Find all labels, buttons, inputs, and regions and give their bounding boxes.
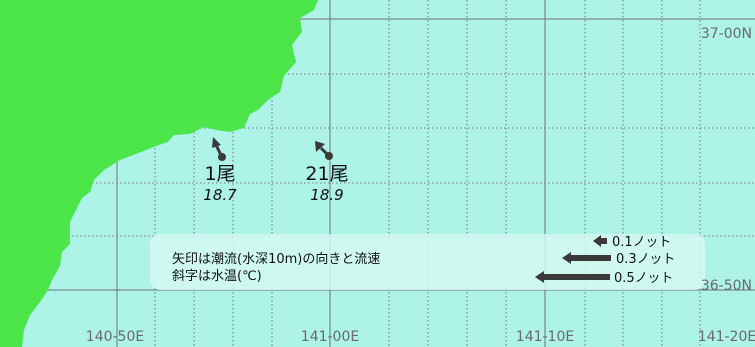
current-arrow-head — [212, 137, 221, 148]
station-2: 21尾 18.9 — [305, 141, 349, 204]
current-arrow-head — [315, 141, 325, 152]
legend-label: 0.1ノット — [612, 235, 671, 250]
legend-label: 0.5ノット — [614, 271, 673, 286]
water-temp-label: 18.9 — [310, 186, 343, 204]
lat-label-37-00n: 37-00N — [701, 26, 752, 42]
lon-label-141-10e: 141-10E — [516, 329, 574, 345]
station-marker — [218, 153, 226, 161]
legend-arrow-0-5-knots: 0.5ノット — [535, 271, 673, 286]
catch-count-label: 1尾 — [204, 163, 235, 185]
station-marker — [325, 152, 333, 160]
catch-count-label: 21尾 — [305, 163, 348, 185]
land-coastline — [0, 0, 318, 347]
legend-arrow-0-1-knots: 0.1ノット — [593, 235, 671, 250]
lat-label-36-50n: 36-50N — [701, 278, 752, 294]
legend-label: 0.3ノット — [616, 252, 675, 267]
lon-label-141-20e: 141-20E — [698, 329, 755, 345]
lon-label-140-50e: 140-50E — [86, 329, 144, 345]
water-temp-label: 18.7 — [203, 186, 237, 204]
legend-note-line-2: 斜字は水温(℃) — [172, 269, 262, 284]
station-1: 1尾 18.7 — [203, 137, 237, 204]
lon-label-141-00e: 141-00E — [301, 329, 359, 345]
legend-arrow-0-3-knots: 0.3ノット — [562, 252, 675, 267]
legend-note-line-1: 矢印は潮流(水深10m)の向きと流速 — [172, 251, 380, 267]
